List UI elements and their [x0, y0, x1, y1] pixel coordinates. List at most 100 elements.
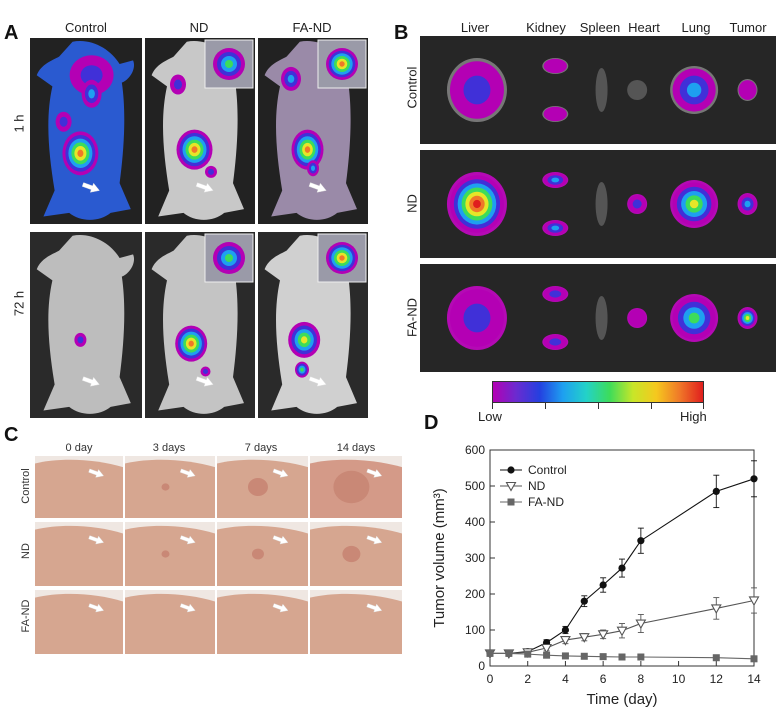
tumor-arrow-icon	[88, 535, 104, 545]
y-tick-label: 300	[465, 551, 485, 565]
panel-a-col-control: Control	[65, 20, 107, 35]
signal-hotspot	[543, 58, 567, 74]
signal-hotspot	[62, 131, 99, 176]
signal-hotspot	[543, 334, 567, 350]
mouse-body	[35, 525, 123, 586]
x-tick-label: 2	[524, 672, 531, 686]
signal-hotspot	[672, 68, 716, 112]
panel-letter-d: D	[424, 412, 439, 434]
series-nd	[484, 587, 760, 660]
tumor-arrow-icon	[179, 535, 196, 545]
x-tick-label: 4	[562, 672, 569, 686]
signal-hotspot	[176, 129, 213, 170]
data-point	[618, 564, 626, 572]
panel-b-organ-row	[420, 264, 776, 372]
mouse-body	[217, 593, 308, 654]
signal-hotspot	[170, 74, 186, 95]
signal-hotspot	[449, 61, 504, 119]
x-axis-label: Time (day)	[586, 691, 657, 708]
mouse-body	[310, 593, 402, 654]
panel-c-photo	[35, 522, 123, 586]
panel-b-col-heart: Heart	[628, 20, 660, 35]
signal-hotspot	[200, 366, 211, 377]
tumor-arrow-icon	[195, 182, 214, 193]
tumor-arrow-icon	[366, 535, 383, 545]
signal-hotspot	[307, 160, 319, 177]
panel-a-tile	[258, 232, 368, 418]
signal-hotspot	[449, 289, 504, 347]
tumor-arrow-icon	[272, 535, 289, 545]
data-point	[580, 652, 588, 660]
inset-tumor-signal	[213, 48, 245, 80]
data-point	[507, 498, 515, 506]
x-tick-label: 12	[710, 672, 724, 686]
panel-c-photo	[217, 456, 308, 518]
panel-c-photo	[125, 456, 215, 518]
inset-tumor-signal	[326, 48, 358, 80]
panel-c-col-7days: 7 days	[244, 442, 278, 454]
tumor-arrow-icon	[272, 468, 289, 478]
legend-entry: Control	[500, 463, 567, 477]
signal-hotspot	[291, 129, 324, 170]
panel-c-photo	[125, 590, 215, 654]
signal-hotspot	[738, 308, 757, 328]
tumor-arrow-icon	[81, 182, 100, 193]
legend-entry: ND	[500, 479, 546, 493]
tumor-arrow-icon	[308, 376, 327, 387]
y-axis-label: Tumor volume (mm³)	[431, 488, 448, 627]
data-point	[710, 604, 722, 615]
signal-hotspot	[281, 66, 301, 91]
x-tick-label: 14	[747, 672, 761, 686]
data-point	[559, 636, 571, 646]
x-tick-label: 6	[600, 672, 607, 686]
signal-hotspot	[543, 220, 567, 236]
x-tick-label: 8	[638, 672, 645, 686]
signal-hotspot	[81, 79, 102, 108]
panel-c-col-0day: 0 day	[65, 442, 93, 454]
data-point	[597, 630, 609, 640]
signal-hotspot	[738, 194, 757, 214]
tumor-arrow-icon	[179, 468, 196, 478]
organ-tissue	[595, 68, 608, 112]
data-point	[750, 475, 758, 483]
panel-a-row-72h: 72 h	[11, 290, 27, 317]
panel-c-photo	[35, 456, 123, 518]
panel-a-tile	[258, 38, 368, 224]
tumor-bump	[251, 548, 264, 560]
mouse-body	[125, 459, 215, 518]
data-point	[599, 653, 607, 661]
panel-c-photo	[310, 590, 402, 654]
mouse-body	[35, 593, 123, 654]
tumor-arrow-icon	[179, 603, 196, 613]
panel-c-col-14days: 14 days	[336, 442, 376, 454]
panel-b-col-tumor: Tumor	[729, 20, 767, 35]
legend-label: Control	[528, 463, 567, 477]
panel-a-tile	[30, 232, 142, 418]
tumor-arrow-icon	[272, 603, 289, 613]
tumor-bump	[247, 478, 268, 496]
data-point	[599, 581, 607, 589]
tumor-bump	[333, 470, 370, 504]
organ-tissue	[595, 296, 608, 340]
y-tick-label: 600	[465, 443, 485, 457]
panel-a-col-fand: FA-ND	[292, 20, 332, 35]
panel-c-photo	[125, 522, 215, 586]
tumor-volume-chart: 0 2 4 6 8 10 12 14 0 100 200 300 400 500 600 Control ND…	[431, 443, 761, 708]
y-tick-label: 500	[465, 479, 485, 493]
tumor-bump	[161, 483, 170, 491]
y-tick-label: 200	[465, 587, 485, 601]
tumor-arrow-icon	[366, 603, 383, 613]
panel-c-row-fand: FA-ND	[20, 599, 32, 633]
legend-label: FA-ND	[528, 495, 564, 509]
tumor-bump	[342, 545, 361, 563]
data-point	[712, 487, 720, 495]
data-point	[561, 652, 569, 660]
signal-hotspot	[738, 80, 757, 100]
organ-tissue	[595, 182, 608, 226]
panel-c-row-nd: ND	[20, 543, 32, 559]
mouse-body	[125, 525, 215, 586]
chart-series	[484, 460, 760, 663]
panel-a-col-nd: ND	[189, 20, 209, 35]
panel-c-col-3days: 3 days	[152, 442, 186, 454]
panel-b-row-fand: FA-ND	[404, 298, 420, 337]
